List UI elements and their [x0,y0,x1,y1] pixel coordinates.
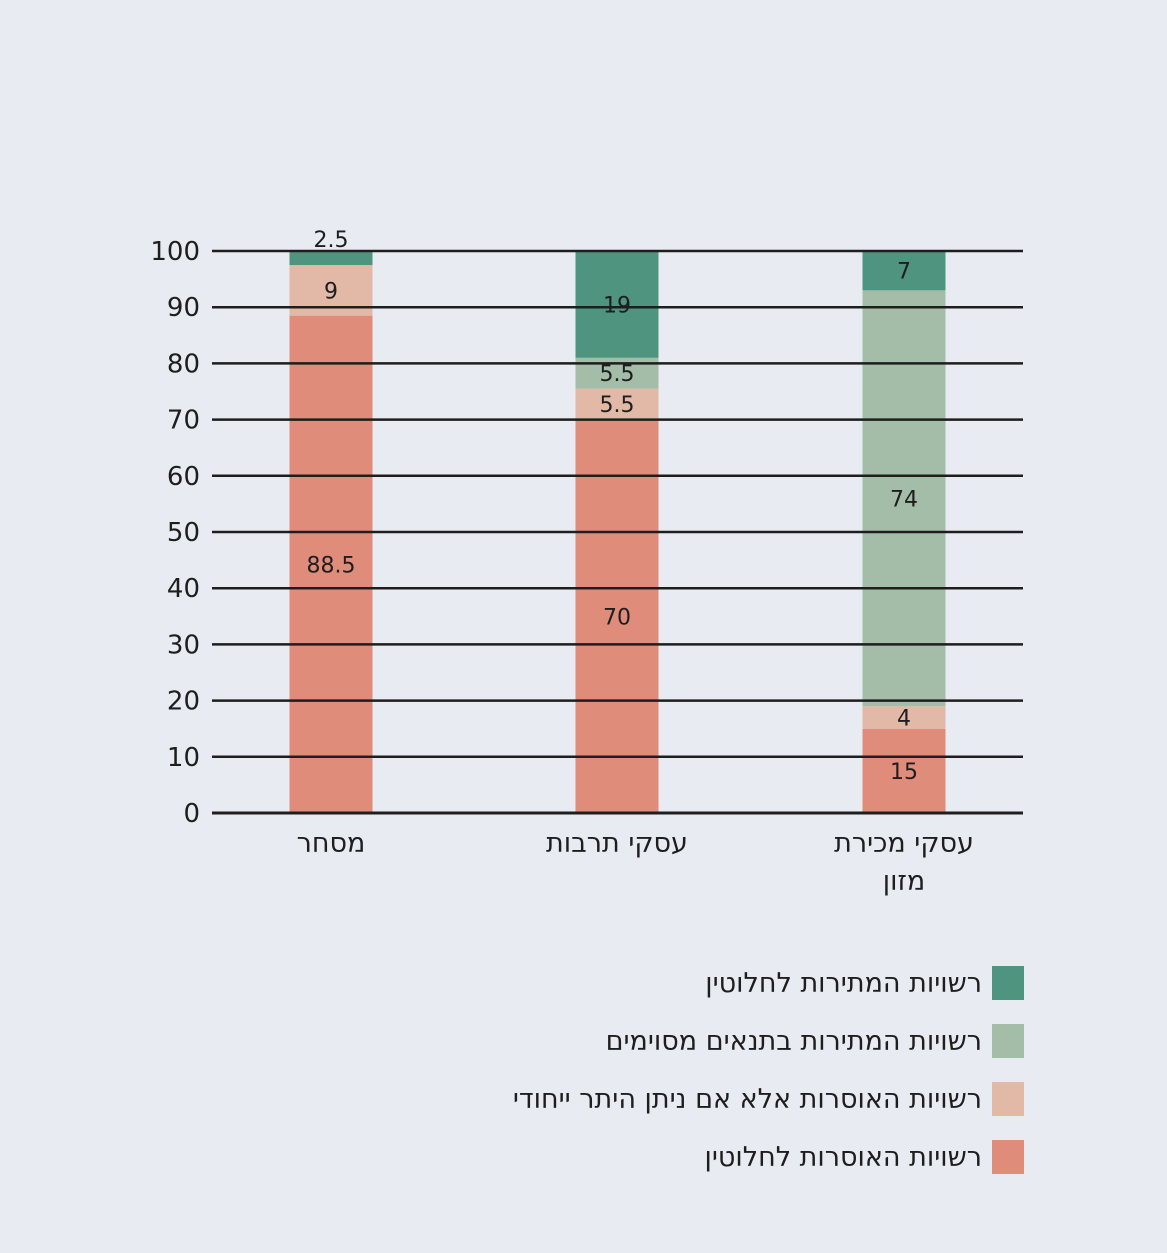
bar-segment-0-3 [289,251,373,266]
legend-label-3: רשויות המתירות לחלוטין [705,967,982,999]
x-axis-category-labels: מסחר עסקי תרבות עסקי מכירת מזון [297,828,974,897]
data-label-1-1: 5.5 [600,393,635,418]
data-label-2-3: 7 [897,260,911,285]
y-tick-label-40: 40 [167,574,200,604]
data-label-0-0: 88.5 [307,553,356,578]
x-category-label-2-line-1: מזון [883,866,925,897]
legend-item-0: רשויות האוסרות לחלוטין [704,1140,1024,1174]
data-label-1-0: 70 [603,605,631,630]
gridlines-layer [212,249,1023,815]
legend-swatch-2 [992,1024,1024,1058]
x-category-label-1: עסקי תרבות [546,828,688,859]
y-tick-label-50: 50 [167,518,200,548]
data-label-1-3: 19 [603,293,631,318]
y-tick-label-100: 100 [150,237,200,267]
data-label-2-2: 74 [890,487,918,512]
legend-label-0: רשויות האוסרות לחלוטין [704,1141,982,1173]
data-label-0-3: 2.5 [314,228,349,253]
legend-label-2: רשויות המתירות בתנאים מסוימים [605,1025,982,1057]
legend-swatch-3 [992,966,1024,1000]
legend-item-1: רשויות האוסרות אלא אם ניתן היתר ייחודי [513,1082,1024,1116]
legend-swatch-0 [992,1140,1024,1174]
y-tick-label-90: 90 [167,293,200,323]
y-tick-label-20: 20 [167,687,200,717]
data-label-1-2: 5.5 [600,362,635,387]
x-category-label-0: מסחר [297,828,366,859]
bar-segment-1-1 [575,388,659,420]
legend-label-1: רשויות האוסרות אלא אם ניתן היתר ייחודי [512,1083,982,1115]
y-axis-tick-labels: 0 10 20 30 40 50 60 70 80 90 100 [150,237,200,829]
bar-segment-1-0 [575,419,659,813]
bars-layer [289,251,946,813]
bar-segment-1-3 [575,251,659,358]
y-tick-label-70: 70 [167,406,200,436]
legend-item-3: רשויות המתירות לחלוטין [705,966,1024,1000]
bar-segment-2-0 [862,728,946,813]
y-tick-label-80: 80 [167,349,200,379]
y-tick-label-60: 60 [167,462,200,492]
data-label-2-0: 15 [890,760,918,785]
bar-segment-2-1 [862,706,946,729]
data-label-0-1: 9 [324,279,338,304]
bar-segment-2-2 [862,290,946,707]
legend-item-2: רשויות המתירות בתנאים מסוימים [606,1024,1024,1058]
data-labels-layer: 88.5 9 2.5 70 5.5 5.5 19 15 4 74 7 [307,228,918,785]
chart-legend: רשויות המתירות לחלוטין רשויות המתירות בתנ… [513,966,1024,1174]
legend-swatch-1 [992,1082,1024,1116]
data-label-2-1: 4 [897,706,911,731]
bar-segment-0-0 [289,315,373,813]
y-tick-label-30: 30 [167,630,200,660]
bar-segment-2-3 [862,251,946,291]
y-tick-label-0: 0 [183,799,200,829]
y-tick-label-10: 10 [167,743,200,773]
x-category-label-2-line-0: עסקי מכירת [834,828,974,859]
